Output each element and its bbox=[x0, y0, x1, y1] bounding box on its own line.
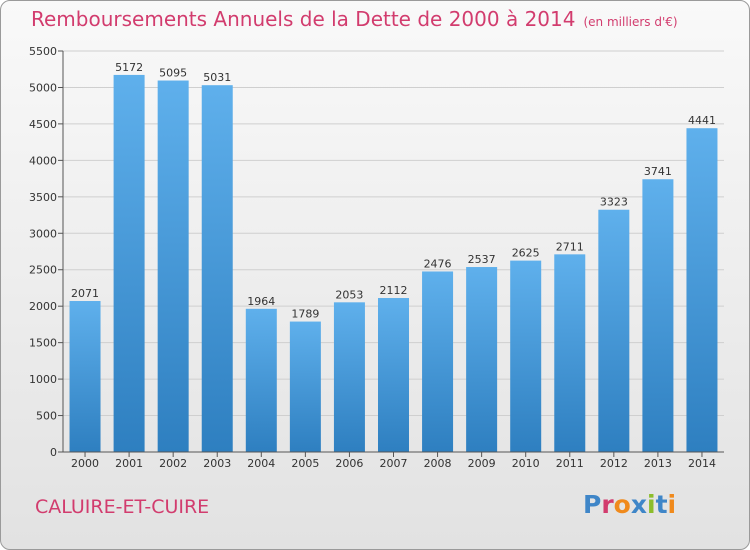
data-label: 2537 bbox=[468, 253, 496, 266]
x-tick-label: 2007 bbox=[380, 457, 408, 470]
y-tick-label: 5000 bbox=[29, 81, 57, 94]
logo-letter: x bbox=[630, 490, 647, 519]
data-label: 5095 bbox=[159, 67, 187, 80]
x-tick-label: 2011 bbox=[556, 457, 584, 470]
data-label: 5172 bbox=[115, 61, 143, 74]
bar bbox=[510, 260, 542, 452]
bar bbox=[422, 271, 454, 452]
data-label: 2112 bbox=[380, 284, 408, 297]
chart-title: Remboursements Annuels de la Dette de 20… bbox=[31, 7, 678, 31]
y-tick-label: 3000 bbox=[29, 227, 57, 240]
x-tick-label: 2005 bbox=[291, 457, 319, 470]
bar bbox=[598, 209, 630, 452]
x-tick-label: 2004 bbox=[247, 457, 275, 470]
commune-name: CALUIRE-ET-CUIRE bbox=[35, 496, 210, 518]
chart-subtitle: (en milliers d'€) bbox=[583, 15, 678, 29]
bar bbox=[245, 308, 277, 452]
x-tick-label: 2003 bbox=[203, 457, 231, 470]
bar bbox=[554, 254, 586, 452]
bar bbox=[69, 301, 101, 452]
bar bbox=[466, 267, 498, 452]
data-label: 2476 bbox=[424, 257, 452, 270]
logo-letter: t bbox=[655, 490, 668, 519]
bar bbox=[113, 74, 145, 452]
x-tick-label: 2008 bbox=[424, 457, 452, 470]
y-tick-label: 4000 bbox=[29, 154, 57, 167]
y-tick-label: 0 bbox=[50, 446, 57, 459]
y-tick-label: 1000 bbox=[29, 373, 57, 386]
y-tick-label: 3500 bbox=[29, 191, 57, 204]
bar bbox=[378, 298, 409, 452]
y-tick-label: 5500 bbox=[29, 45, 57, 58]
logo-letter: i bbox=[647, 490, 656, 519]
x-tick-label: 2006 bbox=[335, 457, 363, 470]
logo-letter: P bbox=[583, 490, 602, 519]
x-tick-label: 2010 bbox=[512, 457, 540, 470]
data-label: 1789 bbox=[291, 308, 319, 321]
x-tick-label: 2000 bbox=[71, 457, 99, 470]
data-label: 1964 bbox=[247, 295, 275, 308]
y-tick-label: 2500 bbox=[29, 264, 57, 277]
bar bbox=[289, 321, 321, 452]
chart-title-text: Remboursements Annuels de la Dette de 20… bbox=[31, 7, 576, 31]
y-tick-label: 2000 bbox=[29, 300, 57, 313]
y-tick-label: 500 bbox=[36, 410, 57, 423]
x-tick-label: 2013 bbox=[644, 457, 672, 470]
data-label: 2071 bbox=[71, 287, 99, 300]
bar bbox=[686, 128, 718, 452]
data-label: 3741 bbox=[644, 165, 672, 178]
bar bbox=[642, 179, 674, 453]
x-tick-label: 2009 bbox=[468, 457, 496, 470]
logo-letter: r bbox=[601, 490, 614, 519]
data-label: 5031 bbox=[203, 71, 231, 84]
logo-letter: o bbox=[613, 490, 631, 519]
x-tick-label: 2001 bbox=[115, 457, 143, 470]
data-label: 3323 bbox=[600, 196, 628, 209]
x-tick-label: 2002 bbox=[159, 457, 187, 470]
y-tick-label: 4500 bbox=[29, 118, 57, 131]
data-label: 2625 bbox=[512, 247, 540, 260]
data-label: 2711 bbox=[556, 240, 584, 253]
bar bbox=[157, 80, 189, 452]
x-tick-label: 2014 bbox=[688, 457, 716, 470]
bar bbox=[333, 302, 365, 452]
bar bbox=[201, 85, 233, 452]
proxiti-logo[interactable]: Proxiti bbox=[583, 490, 676, 519]
data-label: 2053 bbox=[335, 288, 363, 301]
x-tick-label: 2012 bbox=[600, 457, 628, 470]
y-tick-label: 1500 bbox=[29, 337, 57, 350]
logo-letter: i bbox=[667, 490, 677, 519]
data-label: 4441 bbox=[688, 114, 716, 127]
